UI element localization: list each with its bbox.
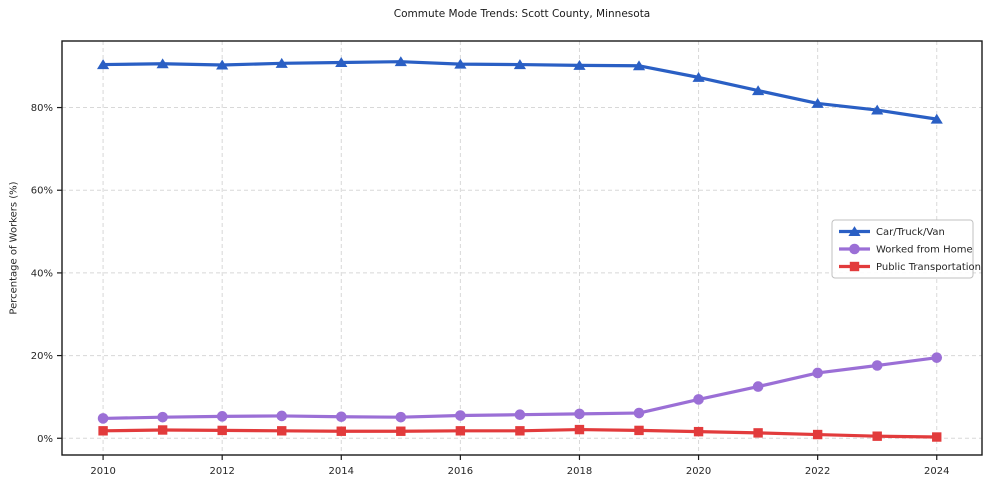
marker-car-truck-van bbox=[692, 71, 705, 82]
marker-public-transportation bbox=[812, 429, 823, 440]
legend-label: Public Transportation bbox=[876, 262, 981, 273]
marker-car-truck-van bbox=[513, 59, 527, 70]
legend-box bbox=[831, 219, 974, 279]
marker-worked-from-home bbox=[514, 409, 526, 420]
marker-car-truck-van bbox=[930, 113, 943, 124]
line-worked-from-home bbox=[101, 356, 939, 421]
marker-car-truck-van bbox=[394, 56, 407, 67]
marker-car-truck-van bbox=[96, 59, 110, 70]
x-tick-label: 2012 bbox=[209, 466, 234, 477]
marker-public-transportation bbox=[396, 426, 406, 436]
marker-car-truck-van bbox=[275, 57, 288, 68]
legend-entry-car-truck-van: Car/Truck/Van bbox=[839, 226, 945, 238]
legend-marker-car-truck-van bbox=[848, 226, 861, 236]
plot-border bbox=[61, 40, 983, 456]
legend-label: Car/Truck/Van bbox=[876, 227, 945, 238]
x-tick-label: 2016 bbox=[448, 466, 473, 477]
chart-title: Commute Mode Trends: Scott County, Minne… bbox=[393, 8, 651, 20]
x-tick-label: 2018 bbox=[567, 466, 592, 477]
marker-public-transportation bbox=[98, 426, 108, 436]
series-worked-from-home bbox=[97, 352, 943, 424]
marker-car-truck-van bbox=[632, 60, 646, 71]
marker-public-transportation bbox=[277, 426, 287, 436]
marker-public-transportation bbox=[574, 424, 585, 435]
x-tick-label: 2024 bbox=[924, 466, 949, 477]
marker-worked-from-home bbox=[931, 352, 943, 363]
marker-worked-from-home bbox=[157, 411, 168, 423]
series-public-transportation bbox=[98, 424, 942, 442]
legend-entry-public-transportation: Public Transportation bbox=[839, 261, 981, 273]
marker-public-transportation bbox=[217, 425, 227, 436]
marker-worked-from-home bbox=[335, 411, 347, 423]
marker-worked-from-home bbox=[574, 408, 585, 420]
marker-car-truck-van bbox=[335, 57, 348, 67]
marker-worked-from-home bbox=[871, 360, 883, 371]
marker-public-transportation bbox=[753, 428, 763, 438]
y-axis-title: Percentage of Workers (%) bbox=[8, 181, 20, 315]
marker-car-truck-van bbox=[454, 58, 467, 69]
x-tick-label: 2022 bbox=[805, 466, 830, 477]
marker-worked-from-home bbox=[812, 367, 823, 379]
y-tick-label: 0% bbox=[37, 434, 53, 445]
marker-worked-from-home bbox=[395, 411, 407, 423]
x-tick-label: 2020 bbox=[686, 466, 711, 477]
marker-worked-from-home bbox=[276, 410, 288, 422]
marker-public-transportation bbox=[932, 432, 942, 442]
marker-car-truck-van bbox=[871, 104, 884, 115]
marker-public-transportation bbox=[515, 426, 525, 436]
marker-public-transportation bbox=[872, 431, 882, 441]
marker-public-transportation bbox=[336, 426, 346, 436]
marker-car-truck-van bbox=[156, 58, 169, 69]
legend: Car/Truck/Van Worked from Home Public Tran… bbox=[831, 219, 981, 279]
marker-worked-from-home bbox=[693, 394, 704, 405]
series-car-truck-van bbox=[96, 56, 943, 124]
legend-marker-public-transportation bbox=[849, 261, 860, 272]
marker-car-truck-van bbox=[811, 98, 824, 108]
marker-public-transportation bbox=[455, 426, 466, 436]
marker-worked-from-home bbox=[216, 411, 228, 422]
marker-car-truck-van bbox=[216, 59, 229, 70]
marker-public-transportation bbox=[157, 425, 168, 435]
legend-label: Worked from Home bbox=[876, 245, 973, 256]
x-tick-label: 2014 bbox=[329, 466, 354, 477]
legend-entry-worked-from-home: Worked from Home bbox=[839, 243, 973, 256]
marker-public-transportation bbox=[634, 425, 644, 436]
marker-worked-from-home bbox=[455, 410, 466, 421]
marker-public-transportation bbox=[693, 426, 704, 437]
marker-worked-from-home bbox=[633, 407, 645, 419]
marker-car-truck-van bbox=[573, 59, 586, 70]
y-tick-label: 60% bbox=[31, 186, 53, 197]
marker-car-truck-van bbox=[752, 85, 765, 96]
y-tick-label: 40% bbox=[31, 268, 53, 279]
legend-marker-worked-from-home bbox=[849, 243, 860, 255]
marker-worked-from-home bbox=[752, 381, 764, 392]
y-tick-label: 80% bbox=[31, 103, 53, 114]
line-car-truck-van bbox=[101, 60, 939, 121]
y-tick-label: 20% bbox=[31, 351, 53, 362]
marker-worked-from-home bbox=[97, 413, 109, 424]
x-tick-label: 2010 bbox=[90, 466, 115, 477]
